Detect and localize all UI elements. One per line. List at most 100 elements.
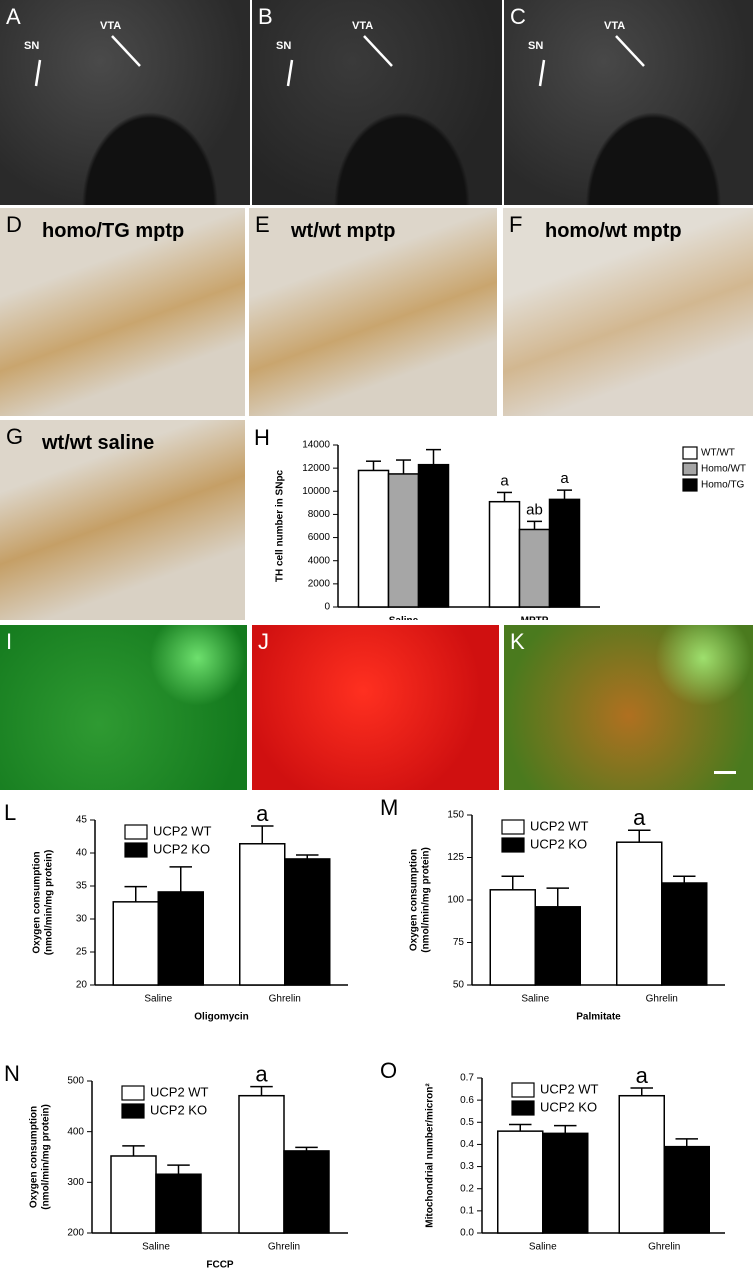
y-axis-label: TH cell number in SNpc xyxy=(275,469,286,582)
image-annotation: wt/wt mptp xyxy=(291,220,396,242)
x-tick-label: Saline xyxy=(529,1242,557,1253)
y-tick-label: 0.5 xyxy=(460,1117,474,1128)
y-tick-label: 4000 xyxy=(308,555,331,566)
panel-label: H xyxy=(254,425,270,450)
legend-label: UCP2 WT xyxy=(540,1081,599,1096)
image-annotation: SN xyxy=(24,40,40,52)
panel-label: F xyxy=(509,212,523,237)
panel-label: J xyxy=(258,629,269,654)
y-tick-label: 10000 xyxy=(302,486,330,497)
y-tick-label: 14000 xyxy=(302,440,330,451)
scale-bar xyxy=(714,771,736,774)
image-annotation: VTA xyxy=(352,20,374,32)
y-axis-label: (nmol/min/mg protein) xyxy=(41,1104,52,1210)
y-tick-label: 400 xyxy=(67,1126,84,1137)
x-tick-label: Ghrelin xyxy=(269,994,301,1005)
y-tick-label: 0.7 xyxy=(460,1073,474,1084)
y-axis-label: Oxygen consumption xyxy=(29,1106,40,1208)
significance-label: a xyxy=(256,801,269,826)
x-tick-label: MPTP xyxy=(521,616,549,620)
legend-label: WT/WT xyxy=(701,448,735,459)
y-axis-label: (nmol/min/mg protein) xyxy=(421,847,432,953)
bar xyxy=(489,889,536,986)
image-annotation: wt/wt saline xyxy=(42,432,155,454)
y-tick-label: 200 xyxy=(67,1228,84,1239)
panel-label: A xyxy=(6,4,21,29)
panel-label: C xyxy=(510,4,526,29)
panel-label: N xyxy=(4,1061,20,1086)
y-tick-label: 12000 xyxy=(302,463,330,474)
bar xyxy=(661,882,708,986)
x-tick-label: Ghrelin xyxy=(268,1242,300,1253)
legend-label: UCP2 KO xyxy=(540,1099,597,1114)
x-tick-label: Saline xyxy=(144,994,172,1005)
bar xyxy=(518,528,551,608)
bar xyxy=(417,463,450,608)
bar xyxy=(387,473,420,608)
legend-swatch xyxy=(682,478,698,492)
panel-label: B xyxy=(258,4,273,29)
y-tick-label: 6000 xyxy=(308,532,331,543)
y-tick-label: 0.2 xyxy=(460,1183,474,1194)
y-tick-label: 40 xyxy=(76,848,88,859)
y-tick-label: 0.6 xyxy=(460,1095,474,1106)
x-axis-label: FCCP xyxy=(206,1260,234,1271)
bar xyxy=(284,858,331,986)
legend-swatch xyxy=(124,842,148,858)
legend-label: Homo/WT xyxy=(701,464,746,475)
pointer-lines xyxy=(286,35,393,87)
significance-label: a xyxy=(560,470,569,487)
legend-swatch xyxy=(511,1100,535,1116)
bar xyxy=(534,906,581,986)
y-tick-label: 2000 xyxy=(308,578,331,589)
bar xyxy=(239,843,286,986)
legend-swatch xyxy=(121,1103,145,1119)
bar xyxy=(497,1130,544,1234)
legend-label: UCP2 WT xyxy=(530,818,589,833)
pointer-lines xyxy=(34,35,141,87)
y-tick-label: 25 xyxy=(76,947,88,958)
significance-label: a xyxy=(500,472,509,489)
bar xyxy=(157,891,204,986)
bar xyxy=(357,469,390,608)
bar xyxy=(110,1155,157,1234)
y-axis-label: Mitochondrial number/micron² xyxy=(425,1083,436,1228)
significance-label: a xyxy=(633,805,646,830)
panel-label: M xyxy=(380,795,398,820)
y-tick-label: 8000 xyxy=(308,509,331,520)
y-tick-label: 125 xyxy=(447,852,464,863)
y-tick-label: 0.0 xyxy=(460,1228,474,1239)
bar xyxy=(548,498,581,608)
bar-chart: N 200 300 400 500 Oxygen consumption (nmol/min… xyxy=(4,1061,348,1271)
y-tick-label: 100 xyxy=(447,895,464,906)
y-tick-label: 45 xyxy=(76,815,88,826)
bar xyxy=(238,1094,285,1234)
y-tick-label: 0.3 xyxy=(460,1161,474,1172)
legend-label: UCP2 KO xyxy=(153,841,210,856)
y-tick-label: 20 xyxy=(76,980,88,991)
y-tick-label: 75 xyxy=(453,937,465,948)
bar xyxy=(542,1132,589,1234)
bar xyxy=(283,1150,330,1234)
micrograph: I xyxy=(0,625,247,790)
x-tick-label: Ghrelin xyxy=(646,994,678,1005)
bar-chart: O 0.0 0.1 0.2 0.3 0.4 0.5 0.6 0.7 Mitochondrial n… xyxy=(380,1058,725,1253)
y-tick-label: 0.4 xyxy=(460,1139,474,1150)
panel-label: K xyxy=(510,629,525,654)
image-annotation: VTA xyxy=(604,20,626,32)
y-tick-label: 50 xyxy=(453,980,465,991)
y-axis-label: Oxygen consumption xyxy=(409,849,420,951)
y-tick-label: 0 xyxy=(324,602,330,613)
legend-label: UCP2 KO xyxy=(150,1102,207,1117)
image-annotation: VTA xyxy=(100,20,122,32)
significance-label: ab xyxy=(526,501,543,518)
micrograph: B SN VTA xyxy=(252,0,502,205)
x-tick-label: Saline xyxy=(142,1242,170,1253)
bar xyxy=(488,500,521,608)
significance-label: a xyxy=(636,1063,649,1088)
image-annotation: homo/TG mptp xyxy=(42,220,185,242)
